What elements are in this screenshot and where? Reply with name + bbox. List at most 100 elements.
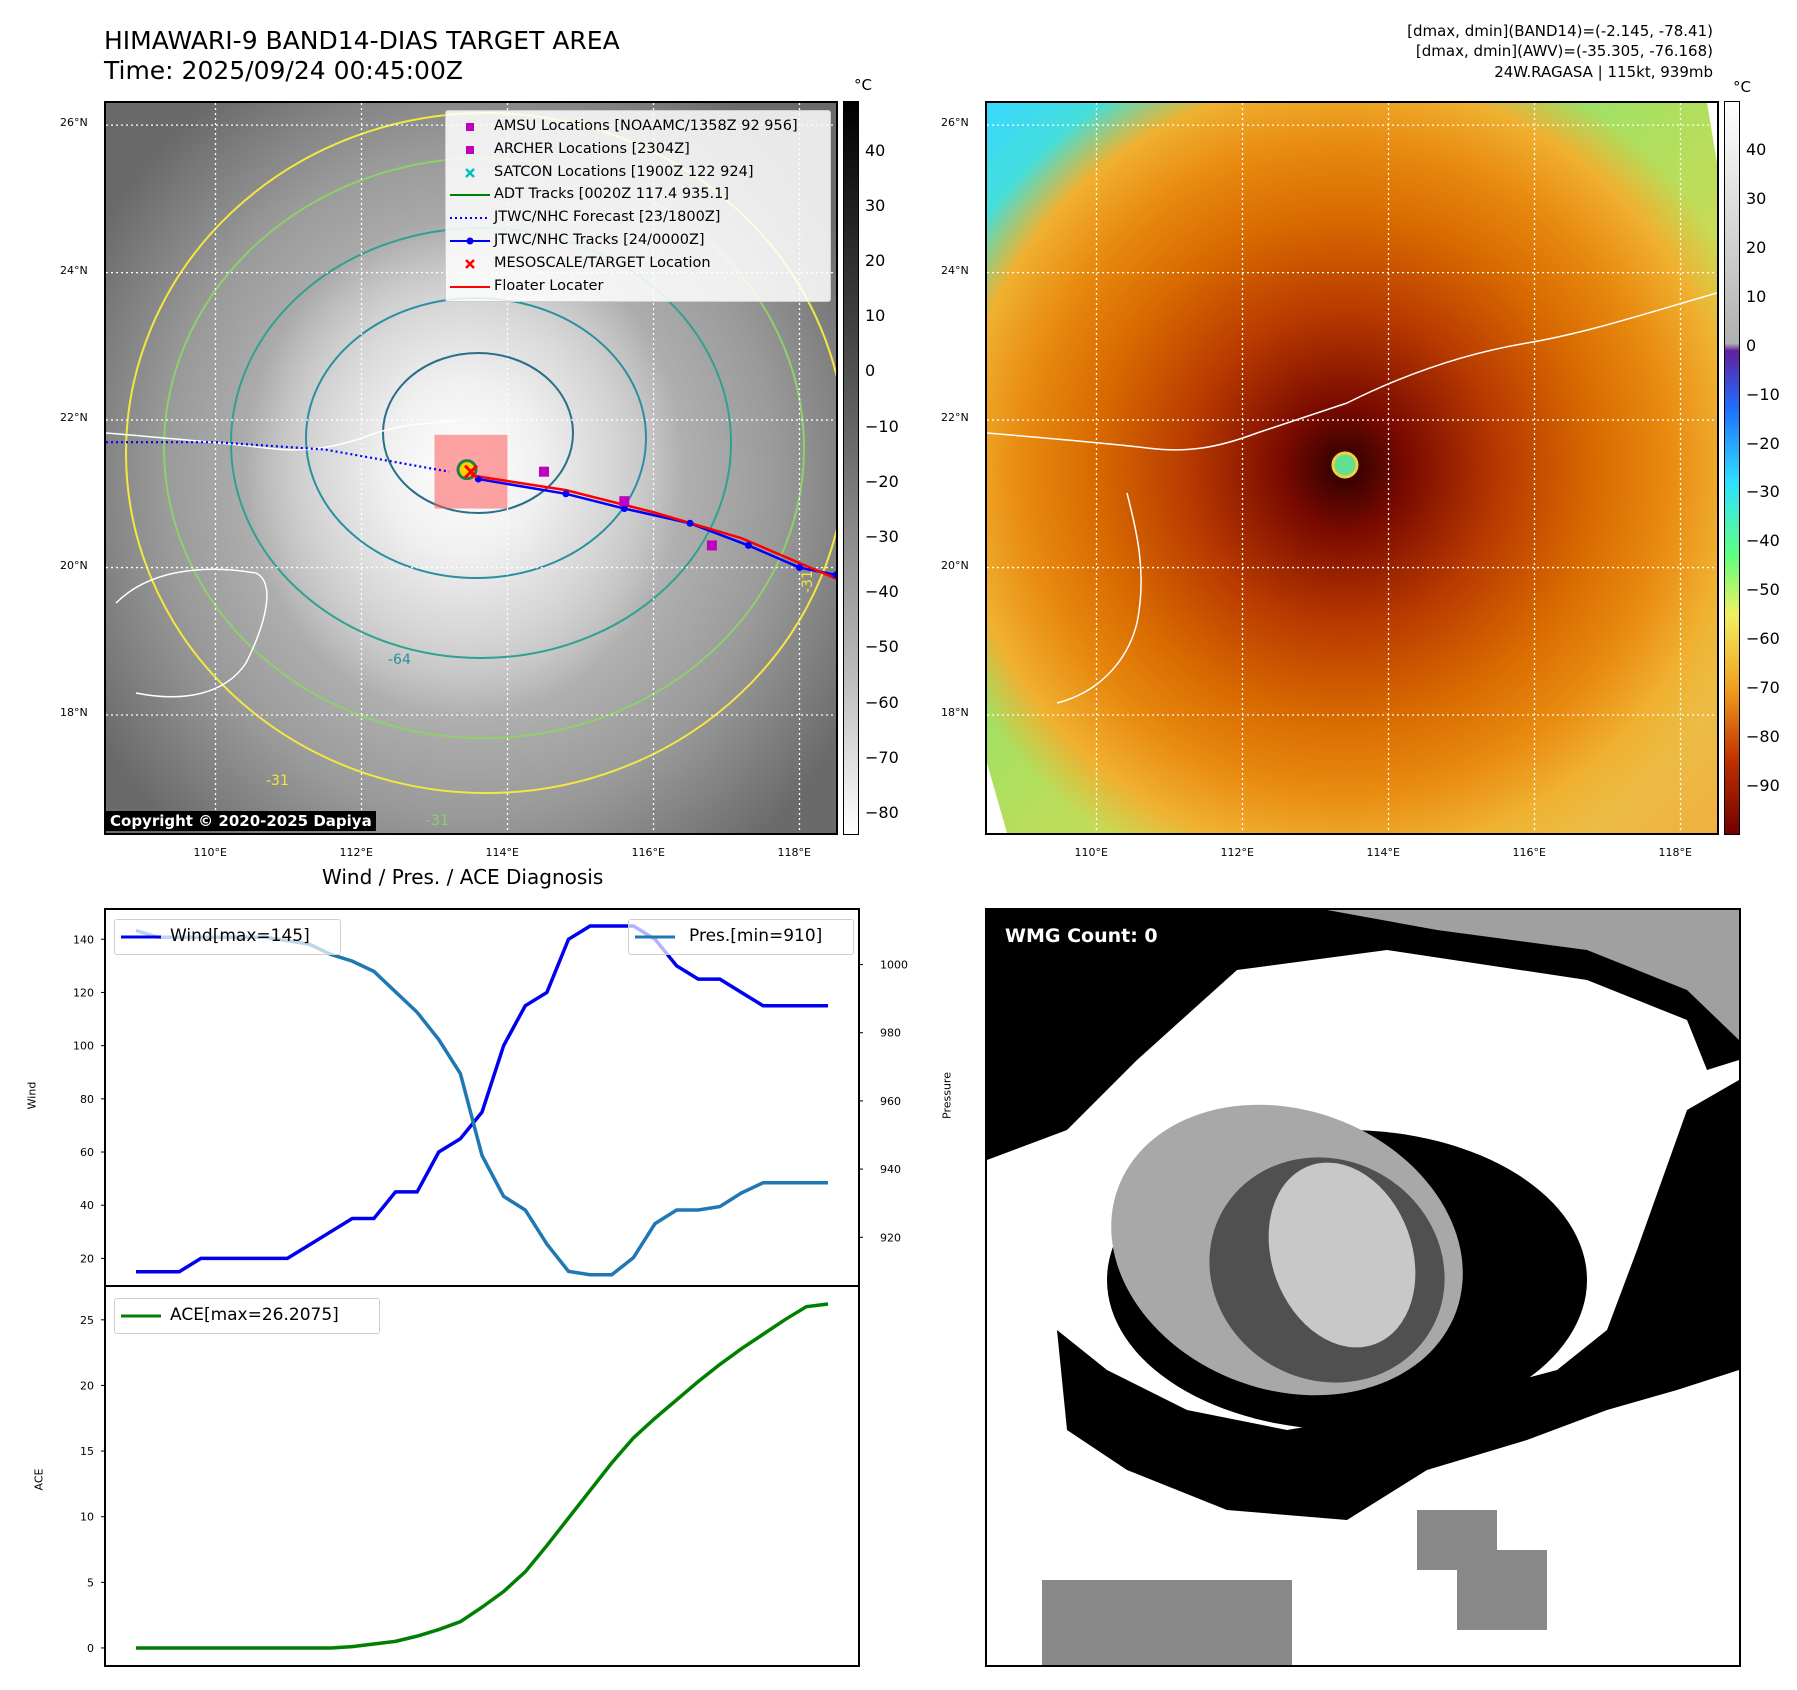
awv-map-overlay [987, 103, 1717, 833]
legend-label: ARCHER Locations [2304Z] [494, 140, 690, 157]
pressure-legend-label: Pres.[min=910] [689, 926, 823, 946]
ace-tick-label: 10 [80, 1511, 94, 1524]
contour-label: -31 [266, 773, 289, 789]
colorbar-tick-label: −20 [1746, 433, 1780, 453]
latitude-tick-label: 24°N [941, 263, 969, 277]
ace-axis-label: ACE [32, 1468, 46, 1491]
wind-tick-label: 80 [80, 1093, 94, 1106]
wind-pressure-plot: 20 40 60 80 100 120 140 920 940 960 980 1000 [73, 924, 908, 1277]
diagnosis-title: Wind / Pres. / ACE Diagnosis [322, 865, 604, 889]
best-track-point [744, 541, 752, 549]
best-track-point [686, 519, 694, 527]
colorbar-tick-label: −90 [1746, 776, 1780, 796]
ace-plot: 0 5 10 15 20 25 [80, 1302, 829, 1655]
pressure-tick-label: 980 [880, 1027, 901, 1040]
latitude-tick-label: 26°N [941, 116, 969, 130]
wmg-panel: WMG Count: 0 [985, 908, 1741, 1667]
colorbar-tick-label: −50 [865, 637, 899, 657]
pressure-legend: Pres.[min=910] [628, 919, 854, 955]
colorbar-tick-label: −10 [1746, 384, 1780, 404]
floater-locater-track [470, 474, 836, 580]
legend-marker [450, 194, 490, 197]
ace-tick-label: 5 [87, 1576, 94, 1589]
figure-title: HIMAWARI-9 BAND14-DIAS TARGET AREA [104, 26, 620, 55]
best-track-point [620, 505, 628, 513]
longitude-tick-label: 110°E [1074, 846, 1108, 859]
legend-label: JTWC/NHC Tracks [24/0000Z] [494, 232, 705, 248]
ace-chart: 0 5 10 15 20 25 ACE[max=26.2075] [80, 1285, 860, 1667]
colorbar-tick-label: 20 [865, 251, 886, 271]
wind-tick-label: 60 [80, 1146, 94, 1159]
pressure-axis-label: Pressure [940, 1072, 954, 1119]
wind-legend: Wind[max=145] [114, 919, 341, 955]
contour-label: -64 [388, 652, 411, 668]
legend-marker [450, 285, 490, 288]
ir-colorbar [843, 101, 859, 835]
pressure-tick-label: 940 [880, 1163, 901, 1176]
colorbar-tick-label: 30 [1746, 188, 1767, 208]
ace-legend: ACE[max=26.2075] [114, 1298, 380, 1334]
colorbar-tick-label: 0 [865, 361, 876, 381]
amsu-location-marker [706, 540, 717, 551]
latitude-tick-label: 18°N [941, 706, 969, 720]
ace-legend-label: ACE[max=26.2075] [170, 1305, 339, 1325]
wmg-image [987, 910, 1739, 1665]
longitude-tick-label: 112°E [1220, 846, 1254, 859]
colorbar-tick-label: −80 [865, 802, 899, 822]
colorbar-tick-label: 10 [1746, 286, 1767, 306]
best-track-point [832, 571, 836, 579]
copyright-notice: Copyright © 2020-2025 Dapiya [106, 811, 376, 831]
legend-marker [466, 123, 474, 131]
storm-info: 24W.RAGASA | 115kt, 939mb [1494, 63, 1713, 81]
legend-label: JTWC/NHC Forecast [23/1800Z] [494, 209, 721, 226]
colorbar-tick-label: −30 [865, 526, 899, 546]
ace-series-line [136, 1302, 829, 1650]
mesoscale-target-marker [463, 464, 479, 479]
legend-label: AMSU Locations [NOAAMC/1358Z 92 956] [494, 118, 798, 134]
ace-tick-label: 15 [80, 1445, 94, 1458]
colorbar-tick-label: −60 [865, 692, 899, 712]
wind-legend-label: Wind[max=145] [170, 926, 310, 946]
legend-marker [466, 145, 474, 154]
contour-label: -31 [426, 813, 449, 829]
longitude-tick-label: 110°E [193, 846, 227, 859]
colorbar-tick-label: −80 [1746, 727, 1780, 747]
colorbar-tick-label: −20 [865, 471, 899, 491]
longitude-tick-label: 116°E [1512, 846, 1546, 859]
ace-tick-label: 25 [80, 1314, 94, 1327]
legend-label: ADT Tracks [0020Z 117.4 935.1] [494, 186, 730, 203]
jtwc-best-track [478, 477, 836, 577]
colorbar-tick-label: −70 [1746, 678, 1780, 698]
latitude-tick-label: 20°N [941, 558, 969, 572]
ace-tick-label: 0 [87, 1642, 94, 1655]
longitude-tick-label: 112°E [339, 846, 373, 859]
amsu-location-marker [539, 466, 549, 477]
colorbar-tick-label: −10 [865, 416, 899, 436]
wind-tick-label: 140 [73, 933, 94, 946]
longitude-tick-label: 114°E [1366, 846, 1400, 859]
legend-marker [450, 237, 490, 245]
figure-time: Time: 2025/09/24 00:45:00Z [104, 56, 463, 85]
wind-tick-label: 120 [73, 986, 94, 999]
wind-tick-label: 20 [80, 1252, 94, 1265]
latitude-tick-label: 20°N [60, 558, 88, 572]
wind-axis-label: Wind [25, 1081, 39, 1110]
contour-label: -31 [800, 570, 816, 593]
awv-range-info: [dmax, dmin](AWV)=(-35.305, -76.168) [1415, 42, 1713, 60]
awv-satellite-map [985, 101, 1719, 835]
legend-marker [465, 258, 475, 269]
archer-location-marker [619, 496, 630, 507]
legend-label: SATCON Locations [1900Z 122 924] [494, 163, 754, 180]
ir-colorbar-unit: °C [854, 76, 872, 94]
pressure-tick-label: 1000 [880, 959, 908, 972]
colorbar-tick-label: −60 [1746, 629, 1780, 649]
wind-tick-label: 100 [73, 1040, 94, 1053]
ace-tick-label: 20 [80, 1379, 94, 1392]
pressure-tick-label: 920 [880, 1231, 901, 1244]
best-track-point [796, 564, 803, 572]
legend-marker [465, 167, 475, 178]
wind-tick-label: 40 [80, 1199, 94, 1212]
colorbar-tick-label: 40 [865, 140, 886, 160]
ir-satellite-map: -64 -31 -31 -31 AMSU Locations [NOAAMC/1… [104, 101, 838, 835]
awv-colorbar-unit: °C [1733, 78, 1751, 96]
